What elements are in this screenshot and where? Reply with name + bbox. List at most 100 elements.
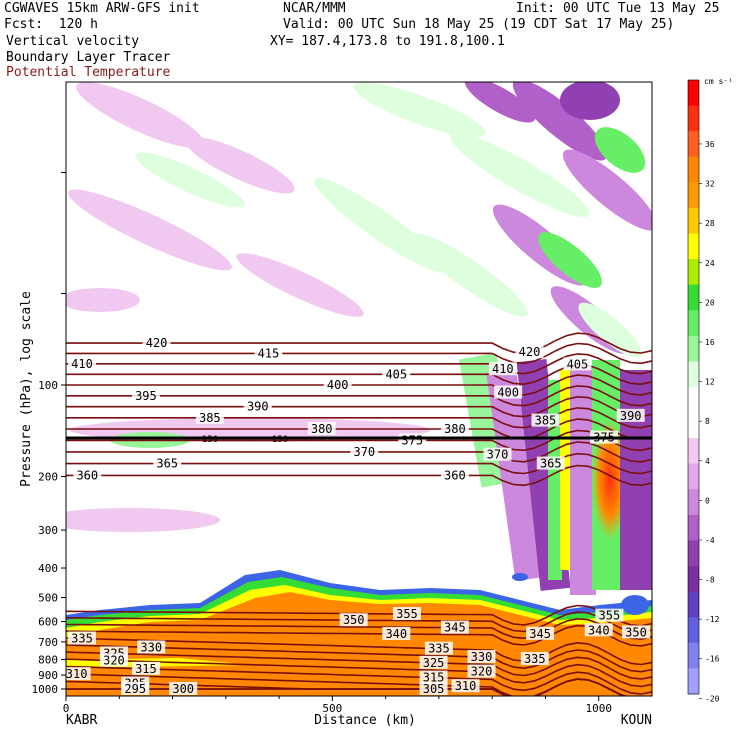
colorbar-swatch: [688, 617, 699, 644]
field-label-potential-temperature: Potential Temperature: [6, 65, 171, 80]
isentrope-label-bg: [169, 682, 198, 695]
isentrope-label-bg: [584, 623, 613, 637]
isentrope-295: [66, 678, 652, 696]
isentrope-label-bg: [339, 613, 368, 627]
isentrope-label-315-1: 315: [423, 671, 445, 685]
isentrope-label-bg: [392, 607, 421, 621]
colorbar-label-0: 0: [705, 496, 710, 505]
isentrope-label-bg: [622, 625, 651, 639]
isentrope-label-410-1: 410: [492, 362, 514, 376]
isentrope-325: [66, 651, 652, 680]
isentrope-label-bg: [131, 661, 160, 675]
isentrope-label-335-1: 335: [428, 642, 450, 656]
isentrope-label-bg: [526, 626, 555, 640]
isentrope-360: [66, 464, 652, 487]
isentrope-label-bg: [483, 447, 512, 461]
colorbar-label-8: 8: [705, 417, 710, 426]
forecast-hour: Fcst: 120 h: [4, 17, 98, 32]
isentrope-label-bg: [350, 444, 379, 458]
isentrope-label-370-1: 370: [487, 448, 509, 462]
isentrope-label-365-0: 365: [156, 457, 178, 471]
colorbar-swatch: [688, 310, 699, 337]
colorbar-label--20: -20: [705, 694, 720, 703]
isentrope-label-380-1: 380: [444, 422, 466, 436]
y-tick-label-1000: 1000: [32, 683, 59, 696]
y-axis-label: Pressure (hPa), log scale: [19, 291, 34, 487]
isentrope-label-bg: [515, 345, 544, 359]
y-tick-label-500: 500: [38, 591, 58, 604]
isentrope-label-bg: [563, 357, 592, 371]
field-label-vertical-velocity: Vertical velocity: [6, 34, 140, 49]
tropopause-label-right: 150: [272, 435, 288, 445]
colorbar-swatch: [688, 566, 699, 593]
isentrope-label-bg: [595, 608, 624, 622]
colorbar-swatch: [688, 642, 699, 669]
isentrope-label-bg: [254, 346, 283, 360]
colorbar-swatch: [688, 335, 699, 362]
isentrope-label-310-0: 310: [66, 667, 88, 681]
colorbar-swatch: [688, 412, 699, 439]
colorbar-label-12: 12: [705, 378, 715, 387]
colorbar-label-16: 16: [705, 338, 715, 347]
isentrope-400: [66, 374, 652, 396]
isentrope-label-355-1: 355: [599, 609, 621, 623]
valid-time: Valid: 00 UTC Sun 18 May 25 (19 CDT Sat …: [283, 17, 675, 32]
isentrope-label-305-1: 305: [423, 682, 445, 696]
isentrope-label-390-1: 390: [620, 409, 642, 423]
isentrope-label-bg: [73, 468, 102, 482]
isentrope-label-320-1: 320: [471, 665, 493, 679]
isentrope-label-bg: [419, 670, 448, 684]
isentrope-415: [66, 342, 652, 365]
isentrope-label-bg: [131, 388, 160, 402]
isentrope-label-bg: [382, 367, 411, 381]
isentrope-395: [66, 385, 652, 407]
colorbar-swatch: [688, 259, 699, 286]
field-label-boundary-layer-tracer: Boundary Layer Tracer: [6, 50, 171, 65]
x-axis: 0 500 1000: [63, 696, 612, 715]
isentrope-label-bg: [137, 640, 166, 654]
colorbar-swatch: [688, 182, 699, 209]
isentrope-label-310-1: 310: [455, 679, 477, 693]
isentrope-label-bg: [67, 356, 96, 370]
left-station-label: KABR: [66, 713, 97, 728]
isentrope-label-405-0: 405: [385, 367, 407, 381]
isentrope-390: [66, 395, 652, 418]
isentrope-label-bg: [323, 378, 352, 391]
isentrope-label-bg: [440, 620, 469, 634]
isentrope-label-bg: [467, 664, 496, 678]
isentrope-label-bg: [616, 408, 645, 422]
isentrope-410: [66, 353, 652, 375]
isentrope-label-bg: [440, 422, 469, 436]
isentrope-label-370-0: 370: [353, 445, 375, 459]
colorbar-swatch: [688, 489, 699, 516]
isentrope-label-295-0: 295: [124, 682, 146, 696]
colorbar-swatch: [688, 156, 699, 183]
isentrope-label-395-0: 395: [135, 389, 157, 403]
colorbar-label-24: 24: [705, 259, 715, 268]
isentrope-label-410-0: 410: [71, 357, 93, 371]
isentrope-label-bg: [142, 336, 171, 350]
vertical-velocity-shading: [66, 82, 652, 595]
tropopause-label-left: 150: [202, 435, 218, 445]
isentrope-label-400-1: 400: [497, 386, 519, 400]
isentrope-label-360-1: 360: [444, 468, 466, 482]
isentrope-label-340-0: 340: [385, 627, 407, 641]
isentrope-labels: 420 420 415 410 410 405 405 400 400 395 390 390 385 3…: [66, 336, 651, 696]
isentrope-label-315-0: 315: [135, 662, 157, 676]
colorbar-swatch: [688, 591, 699, 618]
isentrope-label-380-0: 380: [311, 422, 333, 436]
init-time: Init: 00 UTC Tue 13 May 25: [516, 1, 720, 16]
isentrope-label-bg: [382, 626, 411, 640]
colorbar-label-20: 20: [705, 298, 715, 307]
y-tick-label-600: 600: [38, 616, 58, 629]
isentrope-405: [66, 363, 652, 386]
colorbar-swatch: [688, 131, 699, 158]
isentrope-320: [66, 658, 652, 688]
isentrope-label-bg: [531, 413, 560, 427]
isentrope-label-bg: [520, 652, 549, 666]
colorbar-swatch: [688, 80, 699, 107]
colorbar-swatch: [688, 233, 699, 260]
isentrope-label-385-0: 385: [199, 411, 221, 425]
colorbar-swatch: [688, 387, 699, 414]
